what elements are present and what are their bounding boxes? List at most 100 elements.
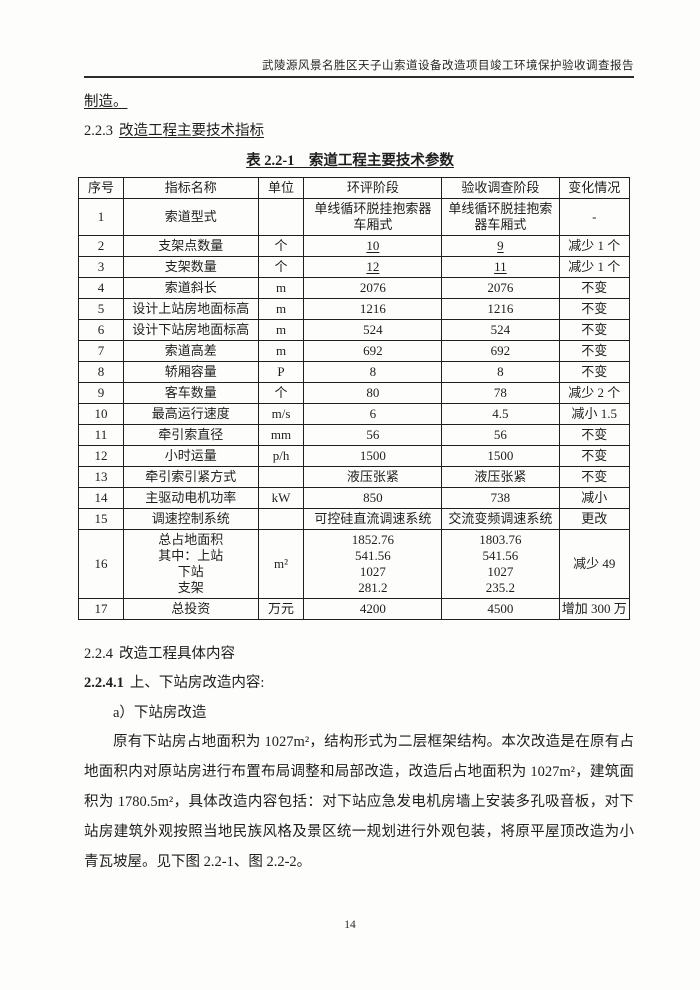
- table-cell: 1: [78, 198, 124, 236]
- table-row: 7 索道高差 m 692 692 不变: [78, 340, 631, 362]
- table-cell: 8: [441, 361, 560, 383]
- table-cell: 个: [257, 256, 305, 278]
- table-row: 9 客车数量个 80 78 减少 2 个: [78, 382, 631, 404]
- cell-line: 总占地面积: [158, 532, 224, 547]
- table-cell: 17: [78, 598, 124, 620]
- table-row: 3 支架数量个 12 11 减少 1 个: [78, 256, 631, 278]
- table-cell: 850: [303, 487, 443, 509]
- table-cell: 减少 1 个: [558, 235, 631, 257]
- cell-line: 车厢式: [353, 217, 393, 232]
- table-cell: 9: [441, 235, 560, 257]
- table-cell: 80: [303, 382, 443, 404]
- table-cell: 7: [78, 340, 124, 362]
- table-cell: m: [257, 319, 305, 341]
- section-number: 2.2.4.1: [84, 675, 124, 691]
- cell-line: 541.56: [354, 548, 391, 563]
- table-cell: 增加 300 万: [558, 598, 631, 620]
- table-row: 16 总占地面积 其中：上站 下站 支架 m² 1852.76 541.56 1027 281.2…: [78, 529, 631, 599]
- table-row: 13 牵引索引紧方式 液压张紧 液压张紧 不变: [78, 466, 631, 488]
- column-header: 环评阶段: [303, 177, 443, 199]
- table-cell: 个: [257, 382, 305, 404]
- table-cell: 5: [78, 298, 124, 320]
- list-item-a: a）下站房改造: [113, 705, 207, 721]
- table-cell: 小时运量: [122, 445, 259, 467]
- table-cell: 11: [441, 256, 560, 278]
- table-cell: 1216: [441, 298, 560, 320]
- table-cell: 索道型式: [122, 198, 259, 236]
- table-cell: 16: [78, 529, 124, 599]
- table-cell: 10: [78, 403, 124, 425]
- cell-line: 其中：上站: [158, 548, 224, 563]
- table-cell: 9: [78, 382, 124, 404]
- cell-line: 541.56: [482, 548, 519, 563]
- section-heading-223: 2.2.3 改造工程主要技术指标: [84, 119, 634, 140]
- table-cell: 不变: [558, 298, 631, 320]
- table-cell: 692: [441, 340, 560, 362]
- table-cell: 单线循环脱挂抱索器车厢式: [441, 198, 560, 236]
- table-cell: 6: [78, 319, 124, 341]
- table-cell: 56: [441, 424, 560, 446]
- table-cell: 支架数量: [122, 256, 259, 278]
- table-cell: m²: [257, 529, 305, 599]
- table-row: 15 调速控制系统 可控硅直流调速系统 交流变频调速系统 更改: [78, 508, 631, 530]
- table-cell: 液压张紧: [441, 466, 560, 488]
- table-cell: 12: [303, 256, 443, 278]
- table-cell: 4.5: [441, 403, 560, 425]
- table-row: 10 最高运行速度 m/s 6 4.5 减小 1.5: [78, 403, 631, 425]
- table-cell: [257, 466, 305, 488]
- table-row: 1 索道型式 单线循环脱挂抱索器 车厢式 单线循环脱挂抱索 器车厢式 -: [78, 198, 631, 236]
- table-cell: 不变: [558, 424, 631, 446]
- table-cell: 减少 1 个: [558, 256, 631, 278]
- table-cell: 支架点数量: [122, 235, 259, 257]
- section-title: 改造工程主要技术指标: [119, 123, 264, 139]
- table-cell: 78: [441, 382, 560, 404]
- table-row: 12 小时运量 p/h 1500 1500 不变: [78, 445, 631, 467]
- table-cell: 不变: [558, 466, 631, 488]
- table-cell: 调速控制系统: [122, 508, 259, 530]
- cell-line: 1803.76: [479, 532, 522, 547]
- section-title: 上、下站房改造内容:: [129, 675, 265, 691]
- table-cell: 可控硅直流调速系统: [303, 508, 443, 530]
- table-cell: m: [257, 277, 305, 299]
- table-cell: 设计下站房地面标高: [122, 319, 259, 341]
- parameters-table: 序号 指标名称 单位 环评阶段 验收调查阶段 变化情况 1 索道型式 单线循环脱挂抱索器 车厢式…: [78, 177, 631, 620]
- table-cell: 减少 2 个: [558, 382, 631, 404]
- section-heading-224: 2.2.4 改造工程具体内容: [84, 642, 634, 663]
- table-cell: 692: [303, 340, 443, 362]
- cell-line: 单线循环脱挂抱索器: [314, 201, 432, 216]
- intro-fragment-text: 制造。: [84, 94, 128, 110]
- table-cell: 交流变频调速系统: [441, 508, 560, 530]
- table-cell: 更改: [558, 508, 631, 530]
- cell-line: 235.2: [485, 580, 516, 595]
- table-cell: 738: [441, 487, 560, 509]
- table-row: 4 索道斜长 m 2076 2076 不变: [78, 277, 631, 299]
- table-cell: 1500: [303, 445, 443, 467]
- column-header: 变化情况: [558, 177, 631, 199]
- table-cell: 万元: [257, 598, 305, 620]
- table-cell: -: [558, 198, 631, 236]
- table-cell: 减少 49: [558, 529, 631, 599]
- table-row: 11 牵引索直径 mm 56 56 不变: [78, 424, 631, 446]
- table-cell: 最高运行速度: [122, 403, 259, 425]
- table-row: 2 支架点数量个 10 9 减少 1 个: [78, 235, 631, 257]
- table-cell: 不变: [558, 277, 631, 299]
- section-heading-2241: 2.2.4.1 上、下站房改造内容:: [84, 671, 634, 692]
- table-body: 1 索道型式 单线循环脱挂抱索器 车厢式 单线循环脱挂抱索 器车厢式 -2 支架点数量个 10 9…: [78, 198, 631, 620]
- table-cell: 1216: [303, 298, 443, 320]
- cell-line: 下站: [177, 564, 204, 579]
- table-row: 5 设计上站房地面标高 m 1216 1216 不变: [78, 298, 631, 320]
- intro-fragment: 制造。: [84, 90, 634, 111]
- table-row: 14 主驱动电机功率 kW 850 738 减小: [78, 487, 631, 509]
- cell-line: 1027: [359, 564, 386, 579]
- table-cell: 主驱动电机功率: [122, 487, 259, 509]
- table-cell: 总占地面积 其中：上站 下站 支架: [122, 529, 259, 599]
- table-cell: 1500: [441, 445, 560, 467]
- table-cell: 总投资: [122, 598, 259, 620]
- table-cell: 单线循环脱挂抱索器车厢式: [303, 198, 443, 236]
- table-cell: 3: [78, 256, 124, 278]
- table-cell: 13: [78, 466, 124, 488]
- table-cell: 524: [303, 319, 443, 341]
- table-cell: 牵引索引紧方式: [122, 466, 259, 488]
- page-number: 14: [344, 919, 356, 931]
